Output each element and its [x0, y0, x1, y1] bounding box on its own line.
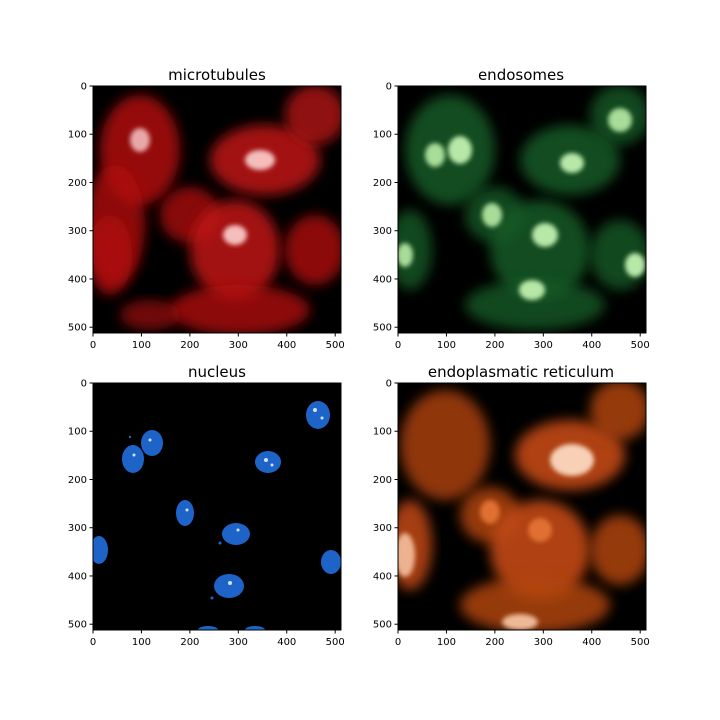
axes-frame	[397, 85, 647, 334]
y-tick-label: 500	[373, 323, 392, 334]
x-tick-label: 500	[326, 340, 345, 351]
microscopy-image	[93, 401, 341, 630]
x-tick-label: 100	[437, 340, 456, 351]
x-tick-label: 100	[132, 340, 151, 351]
x-tick-label: 500	[631, 637, 650, 648]
microscopy-image	[93, 86, 341, 333]
y-tick-label: 400	[68, 571, 87, 582]
y-tick-label: 100	[68, 130, 87, 141]
x-tick-label: 500	[631, 340, 650, 351]
y-tick-label: 400	[373, 274, 392, 285]
axes-frame	[92, 85, 342, 334]
panel-microtubules: microtubules 0 100 200 300 400 500 0 100 200 300…	[68, 66, 345, 351]
y-tick-label: 500	[68, 323, 87, 334]
axes-frame	[92, 382, 342, 631]
y-tick-label: 300	[68, 523, 87, 534]
x-tick-label: 300	[229, 637, 248, 648]
panel-title: microtubules	[168, 66, 266, 84]
y-tick-label: 400	[373, 571, 392, 582]
x-axis: 0 100 200 300 400 500	[90, 333, 345, 351]
panel-title: endosomes	[478, 66, 564, 84]
y-tick-label: 500	[373, 620, 392, 631]
y-tick-label: 300	[373, 523, 392, 534]
x-tick-label: 400	[277, 637, 296, 648]
x-tick-label: 200	[485, 340, 504, 351]
x-tick-label: 400	[582, 637, 601, 648]
x-tick-label: 100	[437, 637, 456, 648]
x-tick-label: 300	[534, 340, 553, 351]
x-tick-label: 200	[485, 637, 504, 648]
x-tick-label: 400	[582, 340, 601, 351]
y-axis: 0 100 200 300 400 500	[68, 379, 93, 631]
x-tick-label: 200	[180, 340, 199, 351]
y-tick-label: 0	[386, 82, 392, 93]
x-tick-label: 500	[326, 637, 345, 648]
y-tick-label: 300	[68, 226, 87, 237]
y-axis: 0 100 200 300 400 500	[373, 379, 398, 631]
y-tick-label: 0	[81, 379, 87, 390]
y-tick-label: 200	[68, 475, 87, 486]
x-tick-label: 0	[395, 340, 401, 351]
y-tick-label: 200	[68, 178, 87, 189]
y-tick-label: 100	[373, 427, 392, 438]
panel-endoplasmatic-reticulum: endoplasmatic reticulum 0 100 200 300 400 500…	[373, 363, 650, 648]
y-tick-label: 500	[68, 620, 87, 631]
y-tick-label: 100	[373, 130, 392, 141]
panel-title: nucleus	[188, 363, 246, 381]
microscopy-image	[398, 383, 646, 630]
y-tick-label: 400	[68, 274, 87, 285]
panel-title: endoplasmatic reticulum	[428, 363, 614, 381]
x-tick-label: 400	[277, 340, 296, 351]
y-tick-label: 100	[68, 427, 87, 438]
x-axis: 0 100 200 300 400 500	[90, 630, 345, 648]
y-axis: 0 100 200 300 400 500	[68, 82, 93, 334]
axes-frame	[397, 382, 647, 631]
y-tick-label: 200	[373, 475, 392, 486]
panel-endosomes: endosomes 0 100 200 300 400 500 0 100 200 300 400…	[373, 66, 650, 351]
y-tick-label: 0	[386, 379, 392, 390]
x-tick-label: 0	[90, 637, 96, 648]
y-tick-label: 200	[373, 178, 392, 189]
x-axis: 0 100 200 300 400 500	[395, 333, 650, 351]
x-tick-label: 300	[534, 637, 553, 648]
y-tick-label: 300	[373, 226, 392, 237]
x-tick-label: 0	[90, 340, 96, 351]
y-tick-label: 0	[81, 82, 87, 93]
x-tick-label: 300	[229, 340, 248, 351]
x-tick-label: 0	[395, 637, 401, 648]
x-tick-label: 100	[132, 637, 151, 648]
panel-nucleus: nucleus 0 100 200	[68, 363, 345, 648]
x-tick-label: 200	[180, 637, 199, 648]
y-axis: 0 100 200 300 400 500	[373, 82, 398, 334]
microscopy-image	[398, 86, 646, 330]
x-axis: 0 100 200 300 400 500	[395, 630, 650, 648]
